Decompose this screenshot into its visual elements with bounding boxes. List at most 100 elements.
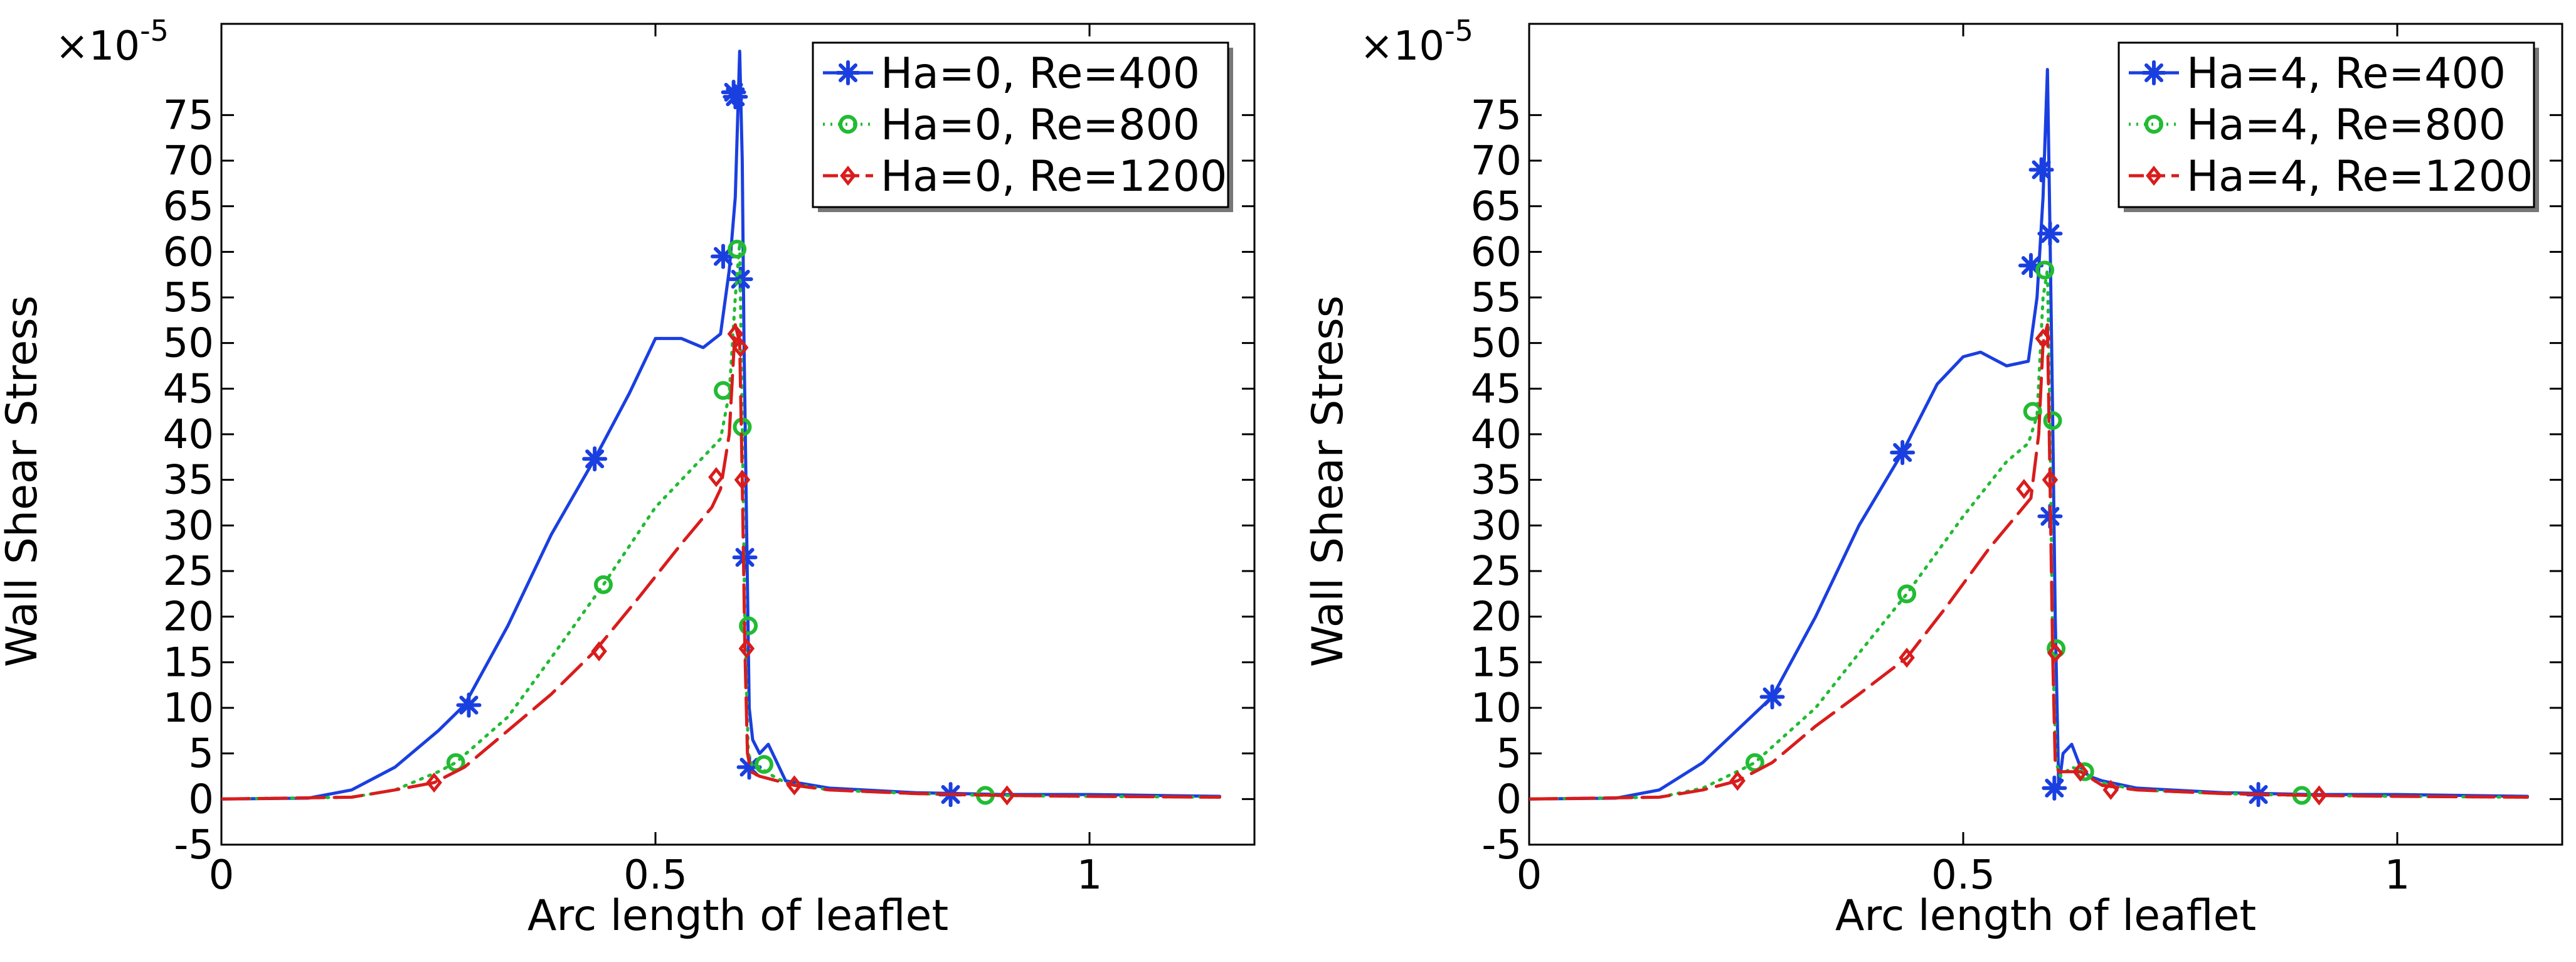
y-tick-label: 20	[1471, 594, 1522, 641]
x-tick-label: 0	[209, 852, 235, 899]
data-point-re800	[755, 755, 774, 774]
data-point-re1200	[591, 641, 607, 661]
data-point-re400	[2028, 157, 2054, 183]
y-tick-label: 40	[1471, 412, 1522, 458]
y-tick-label: 15	[1471, 639, 1522, 686]
data-point-re400	[1759, 684, 1785, 710]
y-axis-label: Wall Shear Stress	[0, 296, 47, 667]
y-axis-multiplier: ×10-5	[1360, 14, 1473, 70]
y-tick-label: 30	[163, 503, 214, 549]
y-tick-label: 20	[163, 594, 214, 641]
data-point-re800	[593, 575, 613, 594]
y-tick-label: -5	[1481, 822, 1522, 868]
x-axis-label: Arc length of leaflet	[1835, 891, 2256, 941]
y-tick-label: 15	[163, 639, 214, 686]
x-tick-label: 1	[1077, 852, 1103, 899]
y-tick-label: 5	[188, 731, 214, 778]
y-tick-label: 35	[163, 457, 214, 504]
data-point-re1200	[738, 638, 755, 659]
data-point-re1200	[2035, 328, 2052, 349]
data-point-re1200	[732, 337, 749, 358]
legend-marker-re800	[2144, 115, 2163, 134]
data-point-re1200	[2311, 785, 2328, 806]
data-point-re800	[2043, 411, 2062, 430]
data-point-re400	[582, 446, 608, 472]
data-point-re800	[728, 239, 747, 259]
y-tick-label: 60	[1471, 229, 1522, 275]
y-tick-label: 75	[1471, 92, 1522, 139]
data-point-re400	[456, 692, 482, 718]
legend-marker-re1200	[840, 165, 856, 186]
data-point-re1200	[2102, 779, 2119, 800]
data-point-re1200	[786, 775, 803, 796]
x-tick-label: 0.5	[623, 852, 687, 899]
y-tick-label: 60	[163, 229, 214, 275]
y-axis-label: Wall Shear Stress	[1303, 296, 1353, 667]
y-tick-label: 70	[163, 138, 214, 184]
y-tick-label: 5	[1496, 731, 1522, 778]
data-point-re800	[2047, 639, 2066, 658]
y-tick-label: 35	[1471, 457, 1522, 504]
x-tick-label: 1	[2385, 852, 2410, 899]
data-point-re1200	[426, 772, 442, 793]
data-point-re1200	[2042, 469, 2059, 490]
x-tick-label: 0	[1517, 852, 1542, 899]
data-point-re1200	[734, 469, 751, 490]
y-tick-label: 30	[1471, 503, 1522, 549]
series-line-re1200	[1529, 323, 2530, 801]
y-tick-label: 50	[1471, 321, 1522, 367]
y-tick-label: 75	[163, 92, 214, 139]
legend-marker-re800	[839, 115, 857, 134]
data-point-re800	[1897, 584, 1917, 604]
data-point-re1200	[999, 785, 1015, 806]
data-point-re400	[1890, 440, 1916, 466]
y-tick-label: 45	[1471, 366, 1522, 412]
legend-marker-re1200	[2146, 165, 2162, 186]
data-point-re1200	[727, 324, 744, 345]
x-tick-label: 0.5	[1931, 852, 1995, 899]
data-point-re1200	[2047, 643, 2064, 663]
series-layer	[221, 50, 1222, 808]
data-point-re1200	[2016, 479, 2032, 500]
legend-label: Ha=0, Re=400	[881, 49, 1200, 99]
y-tick-label: 70	[1471, 138, 1522, 184]
y-tick-label: 25	[1471, 548, 1522, 595]
series-line-re800	[221, 241, 1222, 801]
y-tick-label: 65	[1471, 184, 1522, 230]
y-tick-label: 0	[188, 776, 214, 823]
x-axis-label: Arc length of leaflet	[527, 891, 948, 941]
data-point-re400	[2042, 775, 2067, 801]
y-tick-label: 25	[163, 548, 214, 595]
y-tick-label: 10	[163, 685, 214, 732]
data-point-re1200	[2072, 761, 2089, 782]
legend-label: Ha=4, Re=800	[2186, 100, 2506, 150]
data-point-re800	[2035, 260, 2055, 280]
y-tick-label: 55	[1471, 275, 1522, 321]
data-point-re1200	[708, 467, 724, 488]
y-tick-label: 65	[163, 184, 214, 230]
data-point-re800	[713, 381, 733, 400]
y-tick-label: 10	[1471, 685, 1522, 732]
legend-marker-re400	[2141, 60, 2166, 85]
y-tick-label: 0	[1496, 776, 1522, 823]
data-point-re1200	[1729, 771, 1746, 791]
legend-box	[812, 41, 1229, 208]
legend-marker-re400	[835, 60, 861, 85]
series-layer	[1529, 68, 2530, 808]
data-point-re400	[2037, 221, 2063, 247]
y-tick-label: 45	[163, 366, 214, 412]
y-tick-label: 50	[163, 321, 214, 367]
data-point-re800	[739, 616, 758, 636]
data-point-re400	[723, 84, 748, 110]
legend-label: Ha=4, Re=1200	[2186, 152, 2533, 201]
legend-label: Ha=0, Re=800	[881, 100, 1200, 150]
legend-label: Ha=0, Re=1200	[881, 152, 1227, 201]
y-tick-label: 40	[163, 412, 214, 458]
data-point-re800	[2023, 402, 2042, 421]
legend-box	[2118, 41, 2535, 208]
